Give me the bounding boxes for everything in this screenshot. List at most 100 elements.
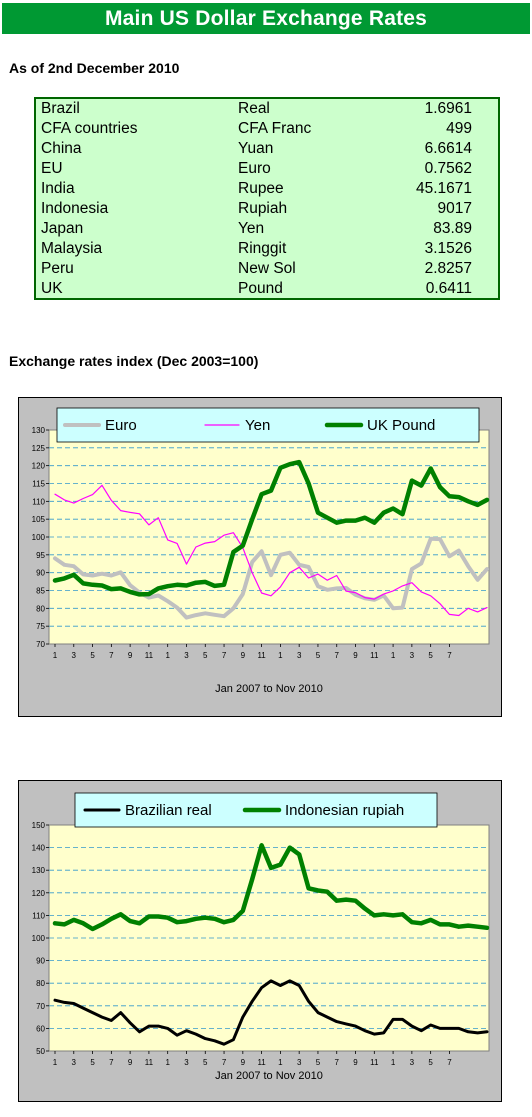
chart1-y-tick-label: 105	[32, 515, 46, 524]
chart1-y-tick-label: 95	[36, 551, 45, 560]
chart2-x-tick-label: 9	[353, 1058, 358, 1067]
chart1-legend-label: UK Pound	[367, 417, 435, 434]
currency-cell: Euro	[238, 160, 271, 177]
chart2-y-tick-label: 120	[32, 889, 46, 898]
chart1-x-tick-label: 5	[90, 651, 95, 660]
chart1-x-tick-label: 7	[109, 651, 114, 660]
chart2-x-tick-label: 3	[410, 1058, 415, 1067]
chart1-x-tick-label: 3	[72, 651, 77, 660]
country-cell: Japan	[41, 220, 84, 237]
chart2-x-tick-label: 5	[90, 1058, 95, 1067]
chart2-y-tick-label: 80	[36, 979, 45, 988]
chart1-legend	[56, 407, 480, 443]
table-row: Malaysia Ringgit 3.1526	[36, 239, 498, 259]
chart1-x-tick-label: 9	[353, 651, 358, 660]
index-heading: Exchange rates index (Dec 2003=100)	[9, 353, 259, 369]
rate-cell: 6.6614	[424, 140, 472, 157]
chart1-y-tick-label: 125	[32, 444, 46, 453]
page-banner: Main US Dollar Exchange Rates	[2, 3, 530, 34]
exchange-rates-table: Brazil Real 1.6961 CFA countries CFA Franc 49…	[34, 97, 500, 300]
chart2-series-indonesian-rupiah-line	[52, 843, 490, 932]
country-cell: Brazil	[41, 100, 80, 117]
chart1-x-tick-label: 9	[241, 651, 246, 660]
chart2-x-tick-label: 1	[53, 1058, 58, 1067]
table-row: India Rupee 45.1671	[36, 179, 498, 199]
chart2-x-tick-label: 3	[297, 1058, 302, 1067]
rate-cell: 3.1526	[424, 240, 472, 257]
chart2-y-tick-label: 140	[32, 844, 46, 853]
chart2-x-tick-label: 9	[128, 1058, 133, 1067]
chart2-x-tick-label: 5	[203, 1058, 208, 1067]
chart2-y-tick-label: 70	[36, 1002, 45, 1011]
currency-cell: Rupiah	[238, 200, 288, 217]
country-cell: Indonesia	[41, 200, 109, 217]
chart2-x-tick-label: 9	[241, 1058, 246, 1067]
country-cell: CFA countries	[41, 120, 138, 137]
chart1-y-tick-label: 90	[36, 569, 45, 578]
chart1-x-tick-label: 3	[184, 651, 189, 660]
rate-cell: 0.6411	[425, 280, 472, 297]
rate-cell: 0.7562	[424, 160, 472, 177]
chart1-y-tick-label: 85	[36, 587, 45, 596]
chart1-x-tick-label: 5	[316, 651, 321, 660]
chart1-x-tick-label: 1	[278, 651, 283, 660]
table-row: Japan Yen 83.89	[36, 219, 498, 239]
country-cell: UK	[41, 280, 63, 297]
chart1-y-tick-label: 80	[36, 604, 45, 613]
currency-cell: CFA Franc	[238, 120, 312, 137]
chart1-x-tick-label: 9	[128, 651, 133, 660]
country-cell: India	[41, 180, 75, 197]
chart1-y-tick-label: 115	[32, 480, 45, 489]
table-row: Brazil Real 1.6961	[36, 99, 498, 119]
chart1-legend-label: Yen	[245, 417, 270, 434]
chart2-x-tick-label: 7	[222, 1058, 227, 1067]
rate-cell: 45.1671	[415, 180, 472, 197]
chart1-legend-label: Euro	[105, 417, 137, 434]
country-cell: Peru	[41, 260, 74, 277]
chart2-x-tick-label: 11	[145, 1058, 154, 1067]
chart1-x-tick-label: 11	[257, 651, 266, 660]
currency-cell: Rupee	[238, 180, 284, 197]
currency-cell: Yen	[238, 220, 265, 237]
rate-cell: 499	[446, 120, 472, 137]
chart2-x-tick-label: 11	[370, 1058, 379, 1067]
chart2-y-tick-label: 150	[32, 821, 46, 830]
country-cell: EU	[41, 160, 63, 177]
currency-cell: Pound	[238, 280, 283, 297]
chart1-series-yen-line	[54, 484, 488, 617]
chart1-x-tick-label: 7	[222, 651, 227, 660]
chart1-x-tick-label: 11	[370, 651, 379, 660]
currency-cell: Yuan	[238, 140, 274, 157]
country-cell: Malaysia	[41, 240, 103, 257]
chart2-x-tick-label: 7	[109, 1058, 114, 1067]
chart1-x-tick-label: 1	[53, 651, 58, 660]
chart1-y-tick-label: 100	[32, 533, 46, 542]
chart2-x-tick-label: 11	[257, 1058, 266, 1067]
chart2-x-tick-label: 5	[316, 1058, 321, 1067]
chart1-x-tick-label: 5	[428, 651, 433, 660]
chart2-x-tick-label: 1	[165, 1058, 170, 1067]
chart2-y-tick-label: 130	[32, 866, 46, 875]
chart1-x-tick-label: 7	[335, 651, 340, 660]
table-row: EU Euro 0.7562	[36, 159, 498, 179]
chart2-series-brazilian-real-line	[53, 979, 489, 1046]
as-of-date: As of 2nd December 2010	[9, 60, 180, 76]
chart2-x-tick-label: 1	[391, 1058, 396, 1067]
chart2-x-tick-label: 1	[278, 1058, 283, 1067]
chart1-x-tick-label: 7	[447, 651, 452, 660]
currency-cell: New Sol	[238, 260, 296, 277]
chart1-y-tick-label: 120	[32, 462, 46, 471]
country-cell: China	[41, 140, 82, 157]
chart1-x-tick-label: 3	[297, 651, 302, 660]
chart1-x-tick-label: 5	[203, 651, 208, 660]
table-row: China Yuan 6.6614	[36, 139, 498, 159]
chart1-x-tick-label: 1	[391, 651, 396, 660]
table-row: CFA countries CFA Franc 499	[36, 119, 498, 139]
rate-cell: 9017	[437, 200, 472, 217]
chart2-y-tick-label: 90	[36, 957, 45, 966]
rate-cell: 1.6961	[424, 100, 472, 117]
chart2-x-tick-label: 7	[335, 1058, 340, 1067]
rate-cell: 83.89	[433, 220, 472, 237]
